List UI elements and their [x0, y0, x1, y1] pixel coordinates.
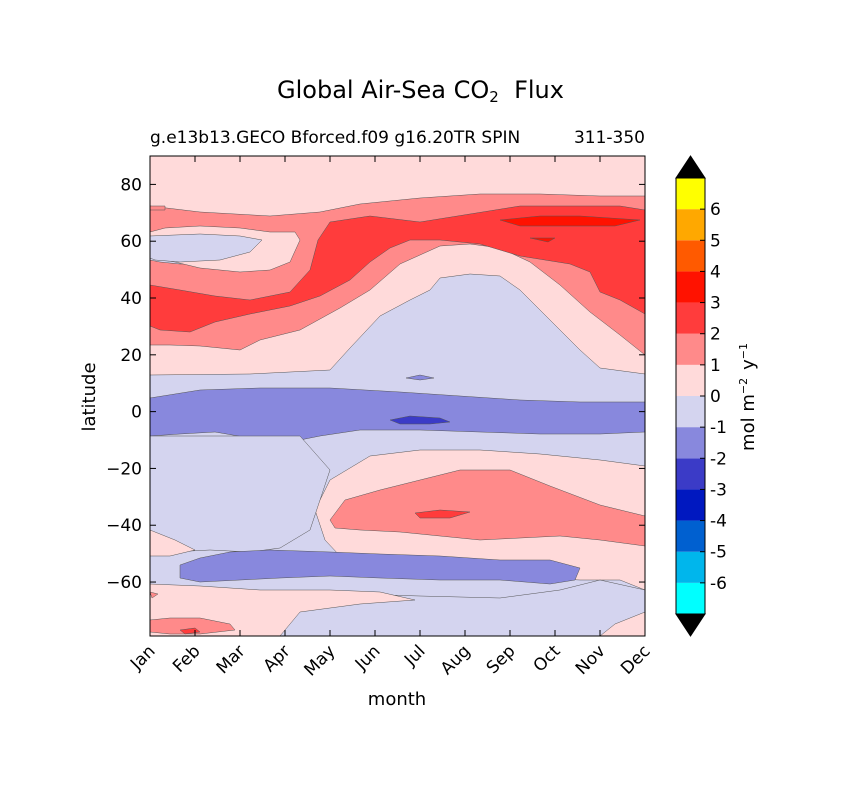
- colorbar-swatch: [676, 240, 705, 272]
- x-tick-label: Apr: [260, 641, 295, 676]
- x-tick-label: Feb: [169, 641, 204, 676]
- contour-region-equator-darkblue: [389, 415, 451, 425]
- colorbar-swatch: [676, 489, 705, 521]
- contour-region-south-red: [414, 509, 471, 519]
- contour-region-south-pink-streak: [150, 529, 196, 557]
- contour-region-north-lavender-inner: [150, 233, 263, 263]
- y-axis: 80 60 40 20 0 −20 −40 −60: [106, 175, 645, 593]
- x-tick-label: Nov: [572, 641, 610, 679]
- colorbar-tick-label: -1: [710, 418, 727, 438]
- y-tick-label: 0: [131, 403, 142, 423]
- y-axis-label: latitude: [79, 362, 100, 431]
- colorbar-extend-max: [675, 155, 706, 179]
- y-tick-label: 80: [120, 175, 142, 195]
- colorbar-swatch: [676, 209, 705, 241]
- colorbar-tick-label: 2: [710, 325, 721, 345]
- x-tick-label: Oct: [530, 641, 565, 676]
- colorbar-swatch: [676, 302, 705, 334]
- contour-region-south-salmon: [329, 469, 645, 547]
- y-tick-label: −20: [106, 459, 142, 479]
- colorbar-tick-label: 5: [710, 231, 721, 251]
- colorbar-swatch: [676, 520, 705, 552]
- colorbar-tick-label: 0: [710, 387, 721, 407]
- chart-subtitle-case: g.e13b13.GECO Bforced.f09 g16.20TR SPIN: [150, 128, 521, 148]
- contour-region-north-red-top: [150, 205, 166, 211]
- colorbar-swatch: [676, 458, 705, 490]
- contour-region-north-red: [150, 205, 645, 333]
- x-tick-label: Sep: [483, 641, 520, 678]
- colorbar-tick-label: 1: [710, 356, 721, 376]
- colorbar-label: mol m−2y−1: [737, 343, 759, 451]
- x-tick-label: Aug: [437, 641, 475, 679]
- contour-region-south-blue: [179, 549, 581, 585]
- colorbar-swatch: [676, 396, 705, 428]
- contour-region-southwest-salmon: [150, 617, 236, 635]
- chart-title: Global Air-Sea CO2 Flux: [277, 76, 564, 106]
- contour-region-equator-blue: [150, 387, 645, 443]
- contour-plot-area: [150, 156, 645, 636]
- y-tick-label: 20: [120, 346, 142, 366]
- contour-region-north-darkred-2: [529, 237, 556, 243]
- colorbar-swatch: [676, 582, 705, 614]
- colorbar-tick-label: -6: [710, 574, 727, 594]
- colorbar-tick-label: 6: [710, 200, 721, 220]
- x-axis-label: month: [368, 689, 426, 710]
- chart-subtitle-years: 311-350: [573, 128, 645, 148]
- y-tick-label: −40: [106, 516, 142, 536]
- plot-frame: [149, 155, 646, 637]
- colorbar-swatch: [676, 364, 705, 396]
- colorbar-swatch: [676, 178, 705, 210]
- y-tick-label: −60: [106, 573, 142, 593]
- colorbar-swatch: [676, 551, 705, 583]
- colorbar-tick-label: -3: [710, 480, 727, 500]
- x-tick-label: Mar: [213, 641, 250, 678]
- x-tick-label: May: [301, 641, 340, 680]
- colorbar-tick-label: -2: [710, 449, 727, 469]
- colorbar-extend-min: [675, 613, 706, 637]
- colorbar-tick-label: 3: [710, 294, 721, 314]
- colorbar-tick-label: -5: [710, 543, 727, 563]
- colorbar-swatch: [676, 427, 705, 459]
- colorbar-tick-label: 4: [710, 262, 721, 282]
- y-tick-label: 60: [120, 232, 142, 252]
- colorbar-swatch: [676, 333, 705, 365]
- y-tick-label: 40: [120, 289, 142, 309]
- x-tick-label: Jan: [126, 641, 159, 674]
- colorbar-tick-label: -4: [710, 512, 727, 532]
- colorbar: 6 5 4 3 2 1 0 -1 -2 -3 -4 -5 -6: [675, 155, 727, 637]
- contour-region-spot-lavender: [405, 374, 435, 381]
- contour-region-southeast-pink: [599, 611, 645, 636]
- x-tick-label: Dec: [617, 641, 654, 678]
- contour-region-north-darkred: [499, 215, 641, 227]
- x-tick-label: Jul: [400, 641, 429, 670]
- contour-region-southwest-salmon-2: [150, 591, 159, 599]
- colorbar-swatch: [676, 271, 705, 303]
- x-tick-label: Jun: [351, 641, 385, 675]
